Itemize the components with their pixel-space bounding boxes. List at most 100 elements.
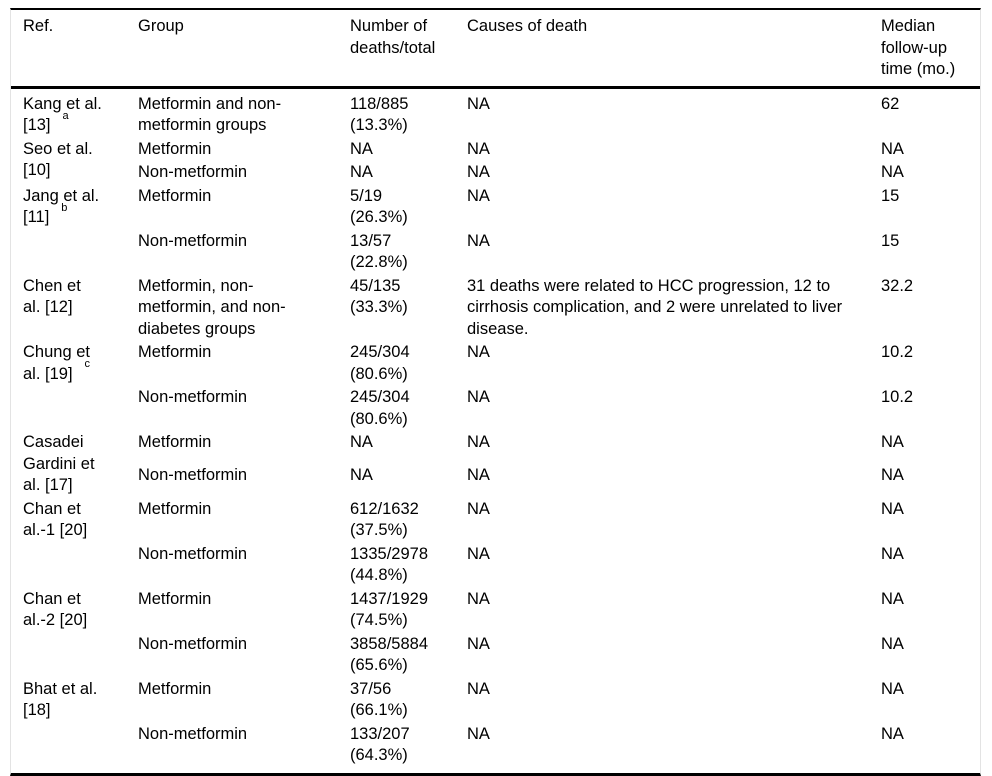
group-cell: Non-metformin	[138, 724, 248, 743]
causes-cell: NA	[467, 231, 490, 250]
deaths-cell: NA	[350, 139, 373, 158]
table-row: Chan et al.-1 [20] Metformin 612/1632 (37.…	[11, 498, 980, 543]
table-row: Non-metformin 133/207 (64.3%) NA NA	[11, 723, 980, 773]
followup-cell: NA	[881, 679, 904, 698]
deaths-cell: 13/57 (22.8%)	[350, 231, 408, 272]
ref-text: Chen et al. [12]	[23, 276, 81, 317]
causes-cell: NA	[467, 433, 490, 451]
column-header-deaths: Number of deaths/total	[338, 10, 455, 89]
table-row: Bhat et al. [18] Metformin 37/56 (66.1%) NA…	[11, 678, 980, 723]
group-cell: Metformin	[138, 499, 212, 518]
causes-cell: 31 deaths were related to HCC progressio…	[467, 276, 843, 338]
group-cell: Non-metformin	[138, 388, 248, 406]
ref-text: Jang et al. [11]	[23, 186, 100, 227]
group-cell: Metformin	[138, 433, 212, 451]
column-header-causes: Causes of death	[455, 10, 869, 89]
causes-cell: NA	[467, 589, 490, 608]
ref-cell: Chan et al.-1 [20]	[11, 498, 126, 588]
ref-cell: Bhat et al. [18]	[11, 678, 126, 773]
ref-text: Casadei Gardini et al. [17]	[23, 433, 95, 494]
followup-cell: 15	[881, 186, 900, 205]
deaths-cell: 3858/5884 (65.6%)	[350, 634, 428, 675]
table-row: Seo et al. [10] Metformin NA NA NA	[11, 138, 980, 180]
followup-cell: 15	[881, 231, 900, 250]
causes-cell: NA	[467, 499, 490, 518]
group-cell: Non-metformin	[138, 544, 248, 563]
deaths-cell: 245/304 (80.6%)	[350, 343, 410, 383]
group-cell: Metformin	[138, 589, 212, 608]
group-cell: Metformin, non- metformin, and non- diab…	[138, 276, 286, 338]
group-cell: Metformin	[138, 186, 212, 205]
table-row: Non-metformin 3858/5884 (65.6%) NA NA	[11, 633, 980, 678]
ref-superscript: b	[61, 201, 68, 214]
followup-cell: NA	[881, 139, 904, 158]
group-cell: Non-metformin	[138, 466, 248, 485]
group-cell: Metformin	[138, 139, 212, 158]
causes-cell: NA	[467, 466, 490, 485]
ref-cell: Chan et al.-2 [20]	[11, 588, 126, 678]
deaths-cell: NA	[350, 433, 373, 451]
followup-cell: NA	[881, 466, 904, 485]
causes-cell: NA	[467, 94, 490, 113]
ref-cell: Chen et al. [12]	[11, 275, 126, 342]
deaths-cell: NA	[350, 163, 373, 181]
table-row: Kang et al. [13]a Metformin and non- metf…	[11, 87, 980, 138]
followup-cell: 32.2	[881, 276, 914, 295]
table-row: Non-metformin 1335/2978 (44.8%) NA NA	[11, 543, 980, 588]
causes-cell: NA	[467, 388, 490, 406]
followup-cell: NA	[881, 499, 904, 518]
header-row: Ref. Group Number of deaths/total Causes of…	[11, 10, 980, 89]
causes-cell: NA	[467, 139, 490, 158]
study-table: Ref. Group Number of deaths/total Causes of…	[11, 10, 980, 773]
ref-text: Seo et al. [10]	[23, 139, 93, 180]
followup-cell: 10.2	[881, 388, 914, 406]
column-header-ref: Ref.	[11, 10, 126, 89]
followup-cell: NA	[881, 544, 904, 563]
causes-cell: NA	[467, 679, 490, 698]
study-table-container: Ref. Group Number of deaths/total Causes of…	[10, 8, 981, 776]
group-cell: Metformin	[138, 343, 212, 361]
deaths-cell: 1437/1929 (74.5%)	[350, 589, 428, 630]
group-cell: Metformin and non- metformin groups	[138, 94, 282, 135]
followup-cell: NA	[881, 634, 904, 653]
followup-cell: 62	[881, 94, 900, 113]
table-row: Non-metformin 13/57 (22.8%) NA 15	[11, 230, 980, 275]
causes-cell: NA	[467, 343, 490, 361]
ref-cell: Kang et al. [13]a	[11, 87, 126, 138]
group-cell: Metformin	[138, 679, 212, 698]
ref-text: Chan et al.-1 [20]	[23, 499, 88, 540]
ref-text: Bhat et al. [18]	[23, 679, 98, 720]
ref-text: Kang et al. [13]	[23, 94, 102, 135]
ref-cell: Seo et al. [10]	[11, 138, 126, 185]
deaths-cell: 612/1632 (37.5%)	[350, 499, 419, 540]
deaths-cell: 133/207 (64.3%)	[350, 724, 410, 765]
followup-cell: NA	[881, 724, 904, 743]
deaths-cell: 118/885 (13.3%)	[350, 94, 409, 135]
deaths-cell: 245/304 (80.6%)	[350, 388, 410, 428]
causes-cell: NA	[467, 724, 490, 743]
deaths-cell: NA	[350, 466, 373, 485]
table-row: Non-metformin NA NA NA	[11, 161, 980, 185]
deaths-cell: 5/19 (26.3%)	[350, 186, 408, 227]
causes-cell: NA	[467, 544, 490, 563]
group-cell: Non-metformin	[138, 634, 248, 653]
ref-superscript: c	[84, 358, 91, 370]
followup-cell: NA	[881, 589, 904, 608]
causes-cell: NA	[467, 163, 490, 181]
ref-superscript: a	[62, 109, 69, 122]
table-row: Jang et al. [11]b Metformin 5/19 (26.3%) NA…	[11, 185, 980, 230]
ref-cell: Chung et al. [19]c	[11, 341, 126, 431]
table-row: Chung et al. [19]c Metformin 245/304 (80.6…	[11, 341, 980, 386]
ref-text: Chung et al. [19]	[23, 343, 90, 383]
column-header-group: Group	[126, 10, 338, 89]
group-cell: Non-metformin	[138, 231, 248, 250]
table-row: Chan et al.-2 [20] Metformin 1437/1929 (74…	[11, 588, 980, 633]
causes-cell: NA	[467, 634, 490, 653]
followup-cell: 10.2	[881, 343, 914, 361]
deaths-cell: 45/135 (33.3%)	[350, 276, 408, 317]
deaths-cell: 1335/2978 (44.8%)	[350, 544, 428, 585]
group-cell: Non-metformin	[138, 163, 248, 181]
followup-cell: NA	[881, 433, 904, 451]
ref-cell: Casadei Gardini et al. [17]	[11, 431, 126, 498]
